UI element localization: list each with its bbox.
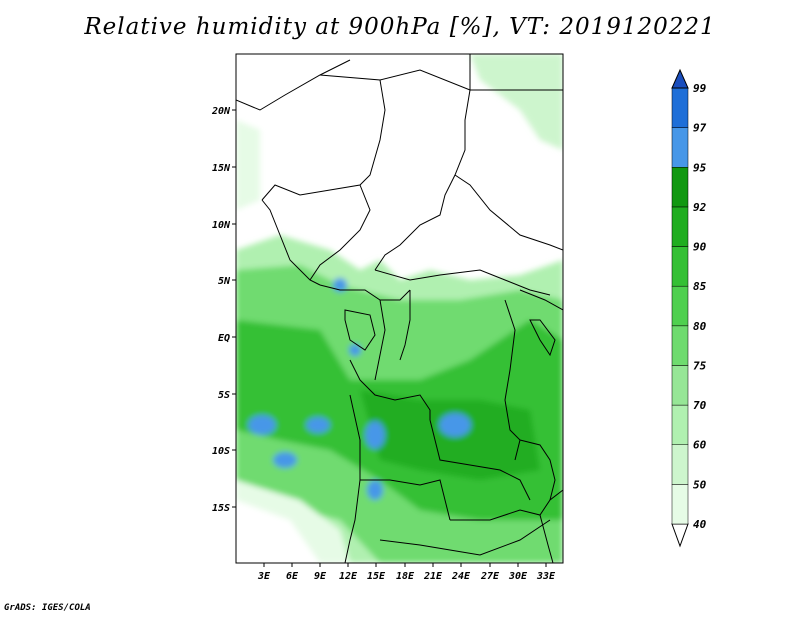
colorbar-segment [671,444,689,485]
lon-label: 24E [451,571,471,582]
colorbar-low-arrow [671,523,689,548]
lon-label: 27E [480,571,500,582]
colorbar-label: 80 [693,320,707,333]
colorbar-segment [671,87,689,128]
lon-label: 18E [396,571,415,582]
lon-label: 6E [286,571,299,582]
humidity-field [236,54,563,563]
colorbar-segment [671,127,689,168]
colorbar-segment [671,484,689,525]
lat-label: 10N [212,220,231,231]
lat-label: 15S [212,503,230,514]
lat-label: 10S [212,446,230,457]
lat-label: 5N [218,276,231,287]
colorbar-label: 95 [693,161,707,174]
colorbar-label: 75 [693,359,707,372]
colorbar-label: 97 [693,122,707,135]
colorbar-segment [671,206,689,247]
colorbar-high-arrow [671,68,689,89]
lon-label: 12E [339,571,358,582]
footer-credit: GrADS: IGES/COLA [4,603,91,613]
lat-label: 5S [218,390,230,401]
lat-ticks [232,109,236,508]
colorbar-label: 92 [693,201,707,214]
lat-label: 20N [211,106,231,117]
lat-label: EQ [218,333,230,344]
lon-ticks [263,563,547,567]
lon-label: 30E [508,571,528,582]
lon-label: 9E [314,571,327,582]
colorbar-label: 90 [693,241,707,254]
lon-label: 21E [423,571,443,582]
colorbar-label: 60 [693,439,707,452]
lon-label: 15E [367,571,386,582]
colorbar-segment [671,325,689,366]
colorbar-label: 50 [693,478,707,491]
lat-label: 15N [212,163,231,174]
colorbar-segment [671,246,689,287]
map-title: Relative humidity at 900hPa [%], VT: 201… [84,14,716,40]
colorbar-label: 40 [693,518,707,531]
map-frame [235,53,564,564]
colorbar-label: 99 [693,82,707,95]
colorbar: 40 50 60 70 75 80 85 90 92 95 97 99 [671,68,707,548]
colorbar-segment [671,167,689,208]
colorbar-segment [671,404,689,445]
colorbar-segment [671,285,689,327]
colorbar-label: 70 [693,399,707,412]
lon-label: 3E [257,571,271,582]
lon-label: 33E [536,571,556,582]
colorbar-segment [671,365,689,406]
colorbar-label: 85 [693,280,707,293]
